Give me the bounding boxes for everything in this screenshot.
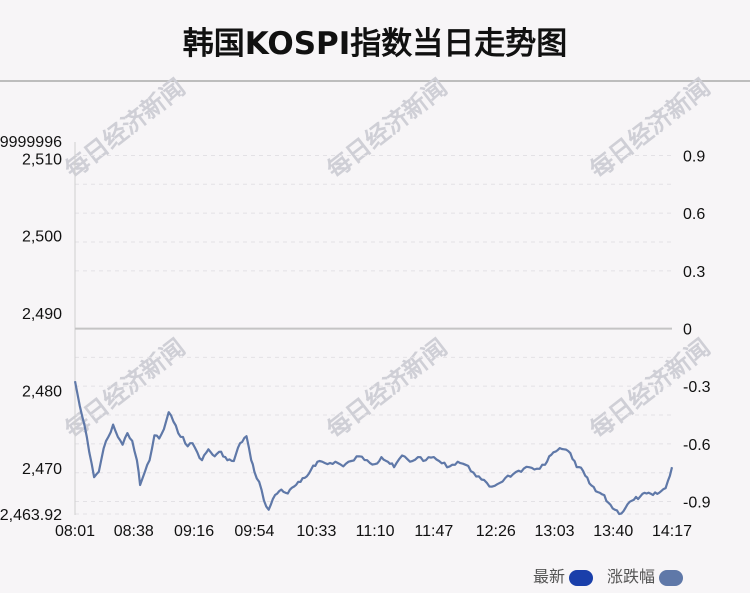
x-tick-label: 10:33 (296, 523, 336, 540)
x-tick-label: 08:38 (114, 523, 154, 540)
legend-swatch-latest (569, 569, 594, 586)
x-tick-label: 11:10 (356, 523, 395, 540)
x-tick-label: 13:40 (593, 523, 633, 540)
series-line-latest (73, 380, 674, 516)
left-tick-label: 2,500 (22, 229, 62, 246)
x-axis-ticks: 08:01 08:38 09:16 09:54 10:33 11:10 11:47 12:26… (55, 523, 692, 540)
legend-label-latest: 最新 (533, 567, 566, 586)
watermark-text: 每日经济新闻 (322, 73, 453, 184)
right-tick-label: 0 (683, 322, 692, 339)
legend-item-change[interactable]: 涨跌幅 (607, 563, 684, 586)
x-tick-label: 08:01 (55, 523, 95, 540)
left-tick-label: 2,470 (22, 461, 62, 478)
left-tick-label: 2,490 (22, 306, 62, 323)
legend-item-latest[interactable]: 最新 (533, 563, 594, 586)
left-tick-label: 2,510 (22, 151, 62, 168)
left-axis-max-label: 9999996 (0, 134, 62, 151)
right-tick-label: 0.9 (683, 148, 705, 165)
x-tick-label: 11:47 (414, 523, 453, 540)
chart-title: 韩国KOSPI指数当日走势图 (182, 26, 568, 62)
gridlines (75, 154, 672, 515)
watermark-text: 每日经济新闻 (60, 73, 191, 184)
x-tick-label: 14:17 (652, 523, 692, 540)
watermark-text: 每日经济新闻 (322, 333, 453, 444)
watermark-text: 每日经济新闻 (585, 73, 716, 184)
right-tick-label: -0.9 (683, 495, 711, 512)
left-tick-label: 2,480 (22, 384, 62, 401)
x-tick-label: 13:03 (534, 523, 574, 540)
title-divider (0, 80, 750, 82)
right-tick-label: 0.6 (683, 206, 705, 223)
right-tick-label: -0.6 (683, 437, 711, 454)
x-tick-label: 12:26 (476, 523, 516, 540)
x-tick-label: 09:54 (234, 523, 274, 540)
left-axis-min-label: 2,463.92 (0, 507, 62, 524)
legend-swatch-change (659, 569, 684, 586)
right-tick-label: -0.3 (683, 379, 711, 396)
x-tick-label: 09:16 (174, 523, 214, 540)
watermark-text: 每日经济新闻 (60, 333, 191, 444)
left-axis-ticks: 2,510 2,500 2,490 2,480 2,470 9999996 2,463.92 (0, 134, 62, 524)
right-axis-ticks: 0.9 0.6 0.3 0 -0.3 -0.6 -0.9 (683, 148, 711, 511)
legend-label-change: 涨跌幅 (607, 567, 656, 586)
right-tick-label: 0.3 (683, 264, 705, 281)
